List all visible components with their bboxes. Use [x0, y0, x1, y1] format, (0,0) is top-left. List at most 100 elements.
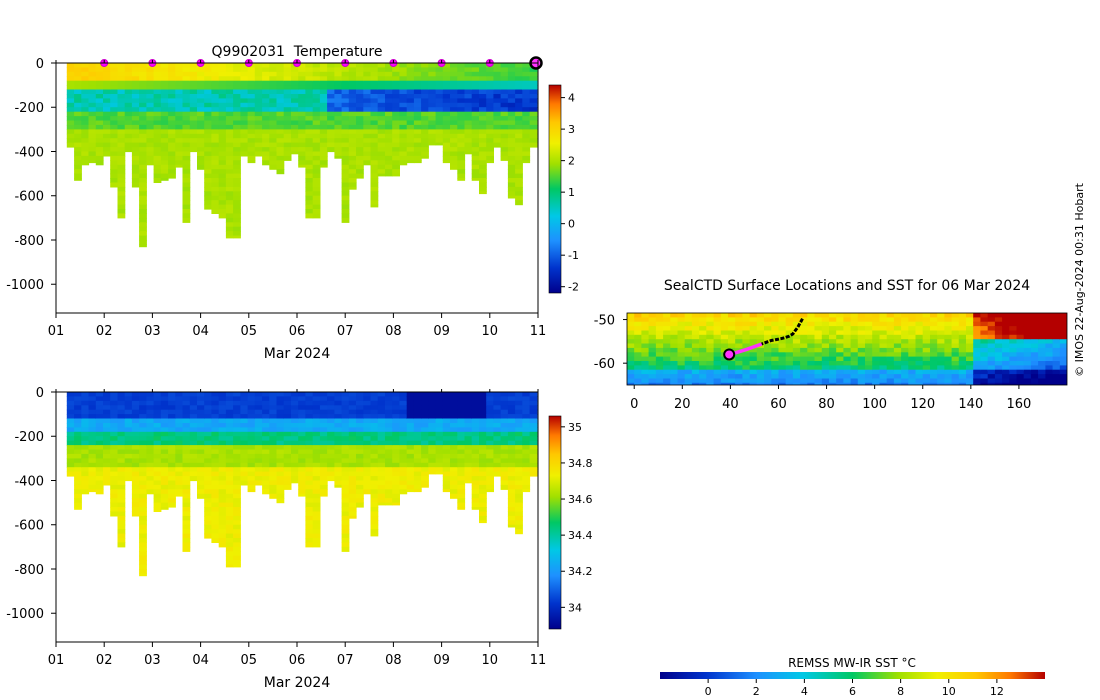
profile-cell: [428, 98, 437, 104]
profile-cell: [450, 98, 458, 104]
profile-cell: [312, 467, 321, 473]
profile-cell: [218, 467, 227, 473]
profile-cell: [197, 129, 205, 135]
profile-cell: [175, 107, 184, 113]
profile-cell: [182, 453, 191, 459]
profile-cell: [168, 405, 176, 411]
sst-cell: [857, 347, 866, 354]
profile-cell: [471, 94, 480, 99]
profile-cell: [74, 169, 82, 175]
profile-cell: [182, 511, 191, 517]
profile-cell: [428, 427, 437, 433]
profile-cell: [421, 107, 429, 113]
profile-cell: [464, 427, 473, 433]
sst-cell: [807, 356, 816, 362]
profile-cell: [377, 116, 386, 122]
profile-cell: [442, 71, 451, 77]
profile-cell: [370, 120, 379, 126]
profile-cell: [493, 423, 502, 428]
profile-cell: [182, 445, 191, 451]
profile-cell: [81, 440, 90, 446]
profile-cell: [370, 138, 379, 144]
sst-cell: [641, 378, 650, 384]
profile-cell: [370, 440, 379, 446]
sst-cell: [1052, 339, 1061, 345]
profile-cell: [247, 116, 256, 122]
profile-cell: [95, 63, 104, 68]
profile-cell: [370, 182, 379, 188]
profile-cell: [233, 524, 241, 530]
profile-cell: [298, 409, 306, 415]
profile-cell: [450, 489, 458, 495]
profile-cell: [74, 467, 82, 473]
sst-cell: [684, 374, 693, 380]
profile-cell: [471, 507, 480, 510]
profile-cell: [428, 80, 437, 86]
profile-cell: [204, 418, 212, 424]
profile-cell: [327, 396, 335, 402]
profile-cell: [385, 76, 393, 82]
profile-cell: [450, 405, 458, 411]
profile-cell: [95, 471, 104, 477]
profile-cell: [493, 471, 502, 477]
profile-cell: [211, 63, 220, 68]
profile-cell: [515, 98, 523, 104]
profile-cell: [348, 186, 357, 190]
profile-cell: [74, 458, 82, 464]
profile-cell: [276, 120, 285, 126]
profile-cell: [88, 476, 97, 482]
profile-cell: [305, 191, 314, 197]
sst-cell: [937, 339, 946, 345]
profile-cell: [334, 80, 343, 86]
sst-cell: [764, 374, 772, 380]
profile-cell: [356, 400, 364, 406]
sst-cell: [829, 317, 837, 323]
sst-cell: [778, 330, 787, 336]
profile-cell: [370, 107, 379, 113]
sst-cell: [627, 378, 635, 384]
sst-cell: [994, 334, 1003, 340]
profile-cell: [110, 160, 118, 166]
sst-cell: [764, 356, 772, 362]
profile-cell: [233, 551, 241, 557]
profile-cell: [211, 396, 220, 402]
profile-cell: [341, 476, 350, 482]
profile-cell: [392, 67, 400, 73]
profile-cell: [225, 467, 234, 473]
sst-cell: [973, 321, 982, 327]
profile-cell: [139, 240, 147, 245]
profile-cell: [291, 440, 299, 446]
profile-cell: [312, 440, 321, 446]
profile-cell: [247, 445, 256, 451]
profile-cell: [471, 484, 480, 490]
profile-cell: [522, 155, 531, 161]
profile-cell: [283, 111, 292, 117]
profile-cell: [117, 98, 126, 104]
x-tick-label: 03: [144, 324, 161, 339]
profile-cell: [515, 445, 523, 451]
profile-cell: [182, 418, 191, 424]
sst-cell: [829, 356, 837, 362]
profile-cell: [247, 155, 256, 161]
sst-cell: [1052, 356, 1061, 362]
sst-cell: [879, 347, 888, 354]
profile-cell: [189, 453, 198, 459]
profile-cell: [479, 462, 487, 468]
profile-cell: [276, 76, 285, 82]
profile-cell: [457, 116, 466, 122]
profile-cell: [182, 392, 191, 397]
profile-cell: [81, 98, 90, 104]
profile-cell: [117, 169, 126, 175]
profile-cell: [146, 129, 155, 135]
profile-cell: [74, 142, 82, 148]
profile-cell: [160, 489, 169, 495]
profile-cell: [153, 76, 162, 82]
sst-cell: [749, 330, 758, 336]
profile-cell: [88, 409, 97, 415]
profile-cell: [334, 458, 343, 464]
sst-cell: [1045, 347, 1054, 354]
profile-cell: [168, 120, 176, 126]
profile-cell: [240, 94, 249, 99]
profile-cell: [298, 80, 306, 86]
profile-cell: [305, 160, 314, 166]
